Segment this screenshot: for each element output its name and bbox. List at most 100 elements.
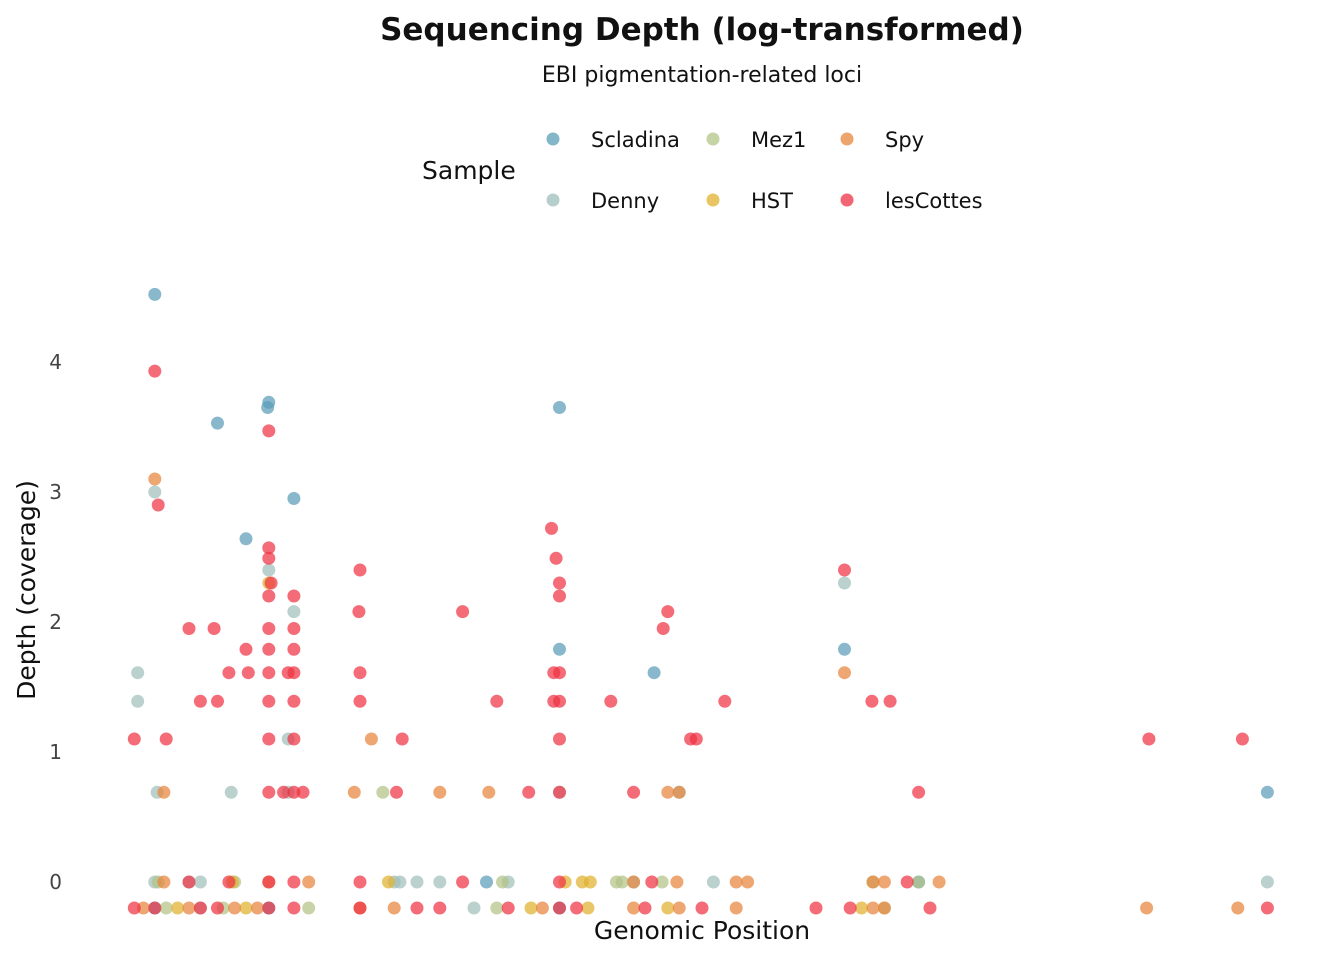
x-axis-label: Genomic Position — [594, 916, 810, 945]
legend-label: Spy — [885, 128, 924, 152]
legend-item-denny: Denny — [546, 189, 659, 213]
data-point — [239, 901, 253, 915]
data-point — [262, 901, 276, 915]
data-point — [923, 901, 937, 915]
series-denny — [131, 485, 1274, 915]
data-point — [729, 901, 743, 915]
legend-marker — [840, 132, 854, 146]
data-point — [193, 875, 207, 889]
legend-marker — [546, 132, 560, 146]
data-point — [193, 694, 207, 708]
data-point — [262, 541, 276, 555]
data-point — [670, 875, 684, 889]
data-point — [638, 901, 652, 915]
data-point — [182, 875, 196, 889]
data-point — [131, 666, 145, 680]
data-point — [456, 605, 470, 619]
data-point — [604, 694, 618, 708]
legend: Scladina Mez1 Spy Denny HST lesCottes — [546, 128, 983, 213]
data-point — [250, 901, 264, 915]
data-point — [241, 666, 255, 680]
data-point — [211, 694, 224, 708]
data-point — [877, 875, 891, 889]
data-point — [553, 732, 566, 746]
data-point — [695, 901, 709, 915]
data-point — [1142, 732, 1156, 746]
data-point — [553, 589, 566, 603]
data-point — [148, 901, 162, 915]
y-tick-label: 3 — [49, 480, 62, 504]
y-tick-label: 4 — [49, 350, 62, 374]
data-point — [809, 901, 823, 915]
data-point — [1231, 901, 1245, 915]
data-point — [287, 875, 301, 889]
data-point — [627, 785, 641, 799]
data-point — [433, 785, 447, 799]
data-point — [866, 875, 880, 889]
data-point — [553, 576, 566, 590]
data-point — [277, 785, 291, 799]
data-point — [661, 785, 675, 799]
data-point — [353, 563, 367, 577]
data-point — [287, 901, 301, 915]
data-point — [262, 666, 276, 680]
data-point — [159, 901, 173, 915]
data-point — [287, 589, 301, 603]
data-point — [932, 875, 946, 889]
data-point — [661, 605, 675, 619]
data-point — [224, 785, 238, 799]
legend-marker — [546, 193, 560, 207]
data-point — [672, 785, 686, 799]
data-point — [456, 875, 470, 889]
data-point — [262, 563, 276, 577]
series-mez1 — [151, 785, 926, 915]
data-point — [287, 605, 301, 619]
data-point — [912, 875, 926, 889]
data-point — [496, 875, 509, 889]
data-point — [865, 694, 879, 708]
data-point — [222, 666, 236, 680]
legend-item-mez1: Mez1 — [706, 128, 806, 152]
data-point — [627, 875, 641, 889]
legend-label: Denny — [591, 189, 659, 213]
data-point — [148, 287, 162, 301]
data-point — [480, 875, 493, 889]
data-point — [900, 875, 914, 889]
data-point — [1140, 901, 1154, 915]
data-point — [157, 875, 171, 889]
data-point — [382, 875, 395, 889]
y-tick-label: 2 — [49, 610, 62, 634]
data-point — [159, 732, 173, 746]
data-point — [228, 901, 242, 915]
data-point — [729, 875, 743, 889]
data-point — [547, 694, 561, 708]
data-point — [838, 576, 851, 590]
data-point — [281, 666, 295, 680]
data-point — [193, 901, 207, 915]
data-point — [583, 875, 597, 889]
data-point — [855, 901, 869, 915]
y-axis-label: Depth (coverage) — [12, 480, 41, 700]
legend-label: Scladina — [591, 128, 680, 152]
data-point — [490, 901, 504, 915]
data-point — [211, 901, 224, 915]
data-point — [570, 901, 584, 915]
data-point — [287, 622, 301, 635]
data-point — [467, 901, 481, 915]
data-point — [131, 694, 145, 708]
series-hst — [171, 576, 869, 915]
legend-marker — [840, 193, 854, 207]
data-point — [352, 605, 366, 619]
data-point — [157, 785, 171, 799]
data-point — [1260, 785, 1274, 799]
data-point — [353, 666, 367, 680]
data-point — [262, 642, 276, 656]
data-point — [655, 875, 669, 889]
series-spy — [136, 472, 1245, 915]
data-point — [838, 563, 851, 577]
data-point — [549, 551, 563, 565]
data-point — [627, 901, 641, 915]
data-point — [353, 875, 367, 889]
data-point — [262, 622, 276, 635]
